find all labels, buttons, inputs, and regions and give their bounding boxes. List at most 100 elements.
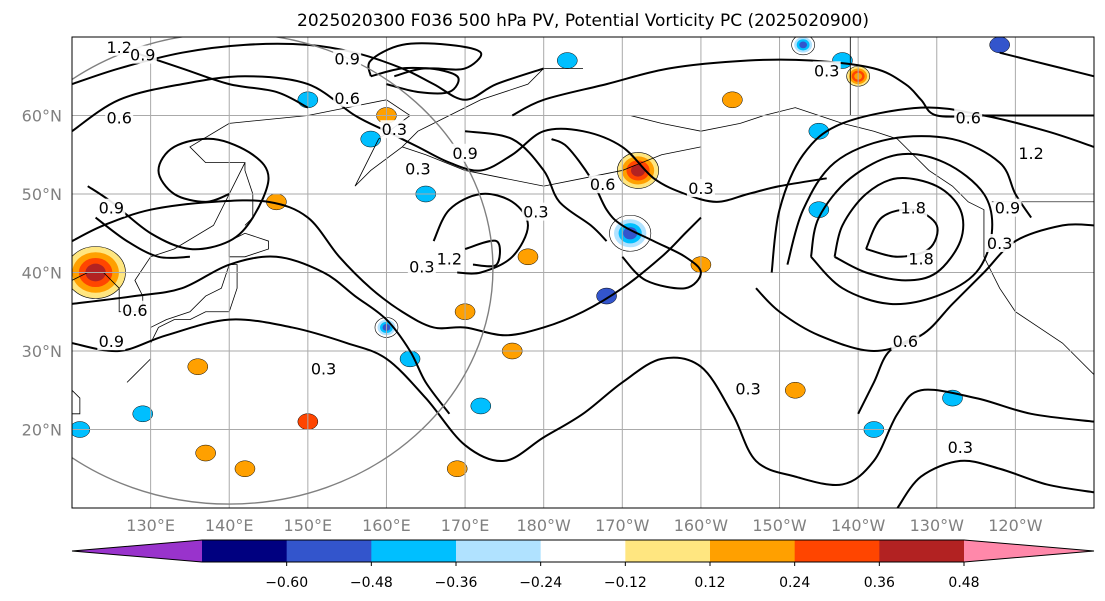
contour-label-bg (1017, 143, 1046, 162)
contour-label: 0.3 (311, 360, 336, 379)
contour-label-bg (907, 249, 936, 268)
anomaly-fill-small-7 (470, 397, 492, 415)
x-tick-label: 160°W (674, 516, 729, 535)
contour-label: 0.3 (409, 258, 434, 277)
x-tick-label: 130°W (910, 516, 965, 535)
colorbar-tick-label: −0.36 (435, 575, 478, 591)
contour-label: 0.3 (814, 61, 839, 80)
colorbar-extend-max (964, 540, 1094, 562)
colorbar-tick-label: 0.36 (864, 575, 895, 591)
pv-contour-3 (72, 75, 827, 203)
contour-label-bg (686, 179, 715, 198)
contour-label-bg (333, 49, 362, 68)
y-tick-label: 30°N (22, 342, 62, 361)
pv-contour-9 (386, 67, 460, 95)
contour-label: 1.2 (1018, 144, 1043, 163)
pv-contour-0 (72, 318, 1094, 487)
contour-label: 0.3 (735, 379, 760, 398)
contour-label: 0.6 (955, 108, 980, 127)
anomaly-fill-small-10 (722, 91, 743, 109)
contour-label: 0.9 (452, 144, 477, 163)
pv-contour-1 (72, 255, 451, 415)
pv-contours (72, 42, 1094, 508)
colorbar-segment (371, 540, 457, 562)
contour-label: 1.2 (106, 38, 131, 57)
contour-label: 0.6 (106, 108, 131, 127)
anomaly-fill-small-23 (785, 382, 806, 399)
contour-label: 0.9 (995, 199, 1020, 218)
colorbar-segment (879, 540, 965, 562)
pv-anomaly-fills (72, 37, 1010, 477)
anomaly-fill-5 (799, 41, 808, 49)
coastline-6 (72, 389, 81, 415)
pv-contour-23 (999, 51, 1094, 78)
colorbar-outline (71, 539, 1095, 563)
radius-circle (72, 37, 494, 505)
pv-contour-15 (833, 177, 965, 282)
contour-label-bg (97, 198, 126, 217)
contour-label-bg (309, 359, 338, 378)
colorbar-tick-label: 0.48 (948, 575, 979, 591)
pv-contour-14 (464, 130, 608, 242)
contour-label-bg (985, 234, 1014, 253)
colorbar-tick-label: −0.48 (350, 575, 393, 591)
y-tick-label: 50°N (22, 185, 62, 204)
pv-contour-20 (755, 223, 1094, 353)
map-border (71, 36, 1095, 509)
colorbar-tick-label: −0.24 (519, 575, 562, 591)
contour-label-bg (435, 249, 464, 268)
y-tick-label: 60°N (22, 107, 62, 126)
colorbar-extend-min (72, 540, 202, 562)
anomaly-fill-small-17 (195, 444, 216, 462)
contour-label: 0.6 (334, 89, 359, 108)
contour-label-bg (333, 88, 362, 107)
x-tick-label: 150°E (284, 516, 333, 535)
colorbar-segment (794, 540, 880, 562)
pv-contour-7 (94, 216, 190, 259)
pv-contour-16 (809, 152, 994, 306)
anomaly-fill-small-0 (187, 358, 209, 375)
contour-label-bg (946, 438, 975, 457)
y-tick-label: 20°N (22, 421, 62, 440)
anomaly-fill-small-11 (808, 122, 830, 140)
contour-label: 0.3 (688, 179, 713, 198)
contour-label: 0.3 (948, 438, 973, 457)
anomaly-fill-small-8 (517, 248, 539, 266)
map-frame (71, 36, 1095, 509)
x-axis-ticks: 130°E 140°E 150°E 160°E 170°E 180°W 170°W 160°W… (126, 516, 1042, 535)
anomaly-fill-small-20 (596, 287, 617, 305)
colorbar-tick-label: −0.12 (604, 575, 647, 591)
contour-label: 0.9 (99, 199, 124, 218)
chart-title: 2025020300 F036 500 hPa PV, Potential Vo… (297, 11, 869, 31)
contour-label: 1.2 (437, 250, 462, 269)
colorbar-segment (202, 540, 288, 562)
contour-label: 0.3 (405, 159, 430, 178)
contour-label-bg (105, 108, 134, 127)
pv-contour-5 (134, 51, 309, 109)
colorbar-segment (540, 540, 626, 562)
contour-label-bg (812, 61, 841, 80)
contour-label-bg (403, 159, 432, 178)
x-tick-label: 130°E (126, 516, 175, 535)
gridlines (72, 37, 1094, 508)
contour-label-bg (899, 198, 928, 217)
contour-label-bg (954, 108, 983, 127)
pv-contour-19 (865, 208, 939, 258)
contour-label: 0.6 (893, 332, 918, 351)
x-tick-label: 140°W (831, 516, 886, 535)
anomaly-fill-3 (623, 227, 638, 240)
pv-contour-18 (770, 106, 1094, 273)
contour-label-bg (120, 300, 149, 319)
contour-label-bg (380, 120, 409, 139)
contour-labels: 1.20.90.60.90.60.90.90.60.30.90.31.20.30… (97, 37, 1046, 457)
contour-label-bg (128, 45, 157, 64)
contour-label: 0.6 (122, 301, 147, 320)
y-tick-label: 40°N (22, 264, 62, 283)
colorbar-tick-label: −0.60 (265, 575, 308, 591)
x-tick-label: 150°W (752, 516, 807, 535)
colorbar-segment (710, 540, 796, 562)
pv-contour-11 (464, 239, 501, 268)
contour-label-bg (407, 257, 436, 276)
contour-label: 0.3 (382, 120, 407, 139)
